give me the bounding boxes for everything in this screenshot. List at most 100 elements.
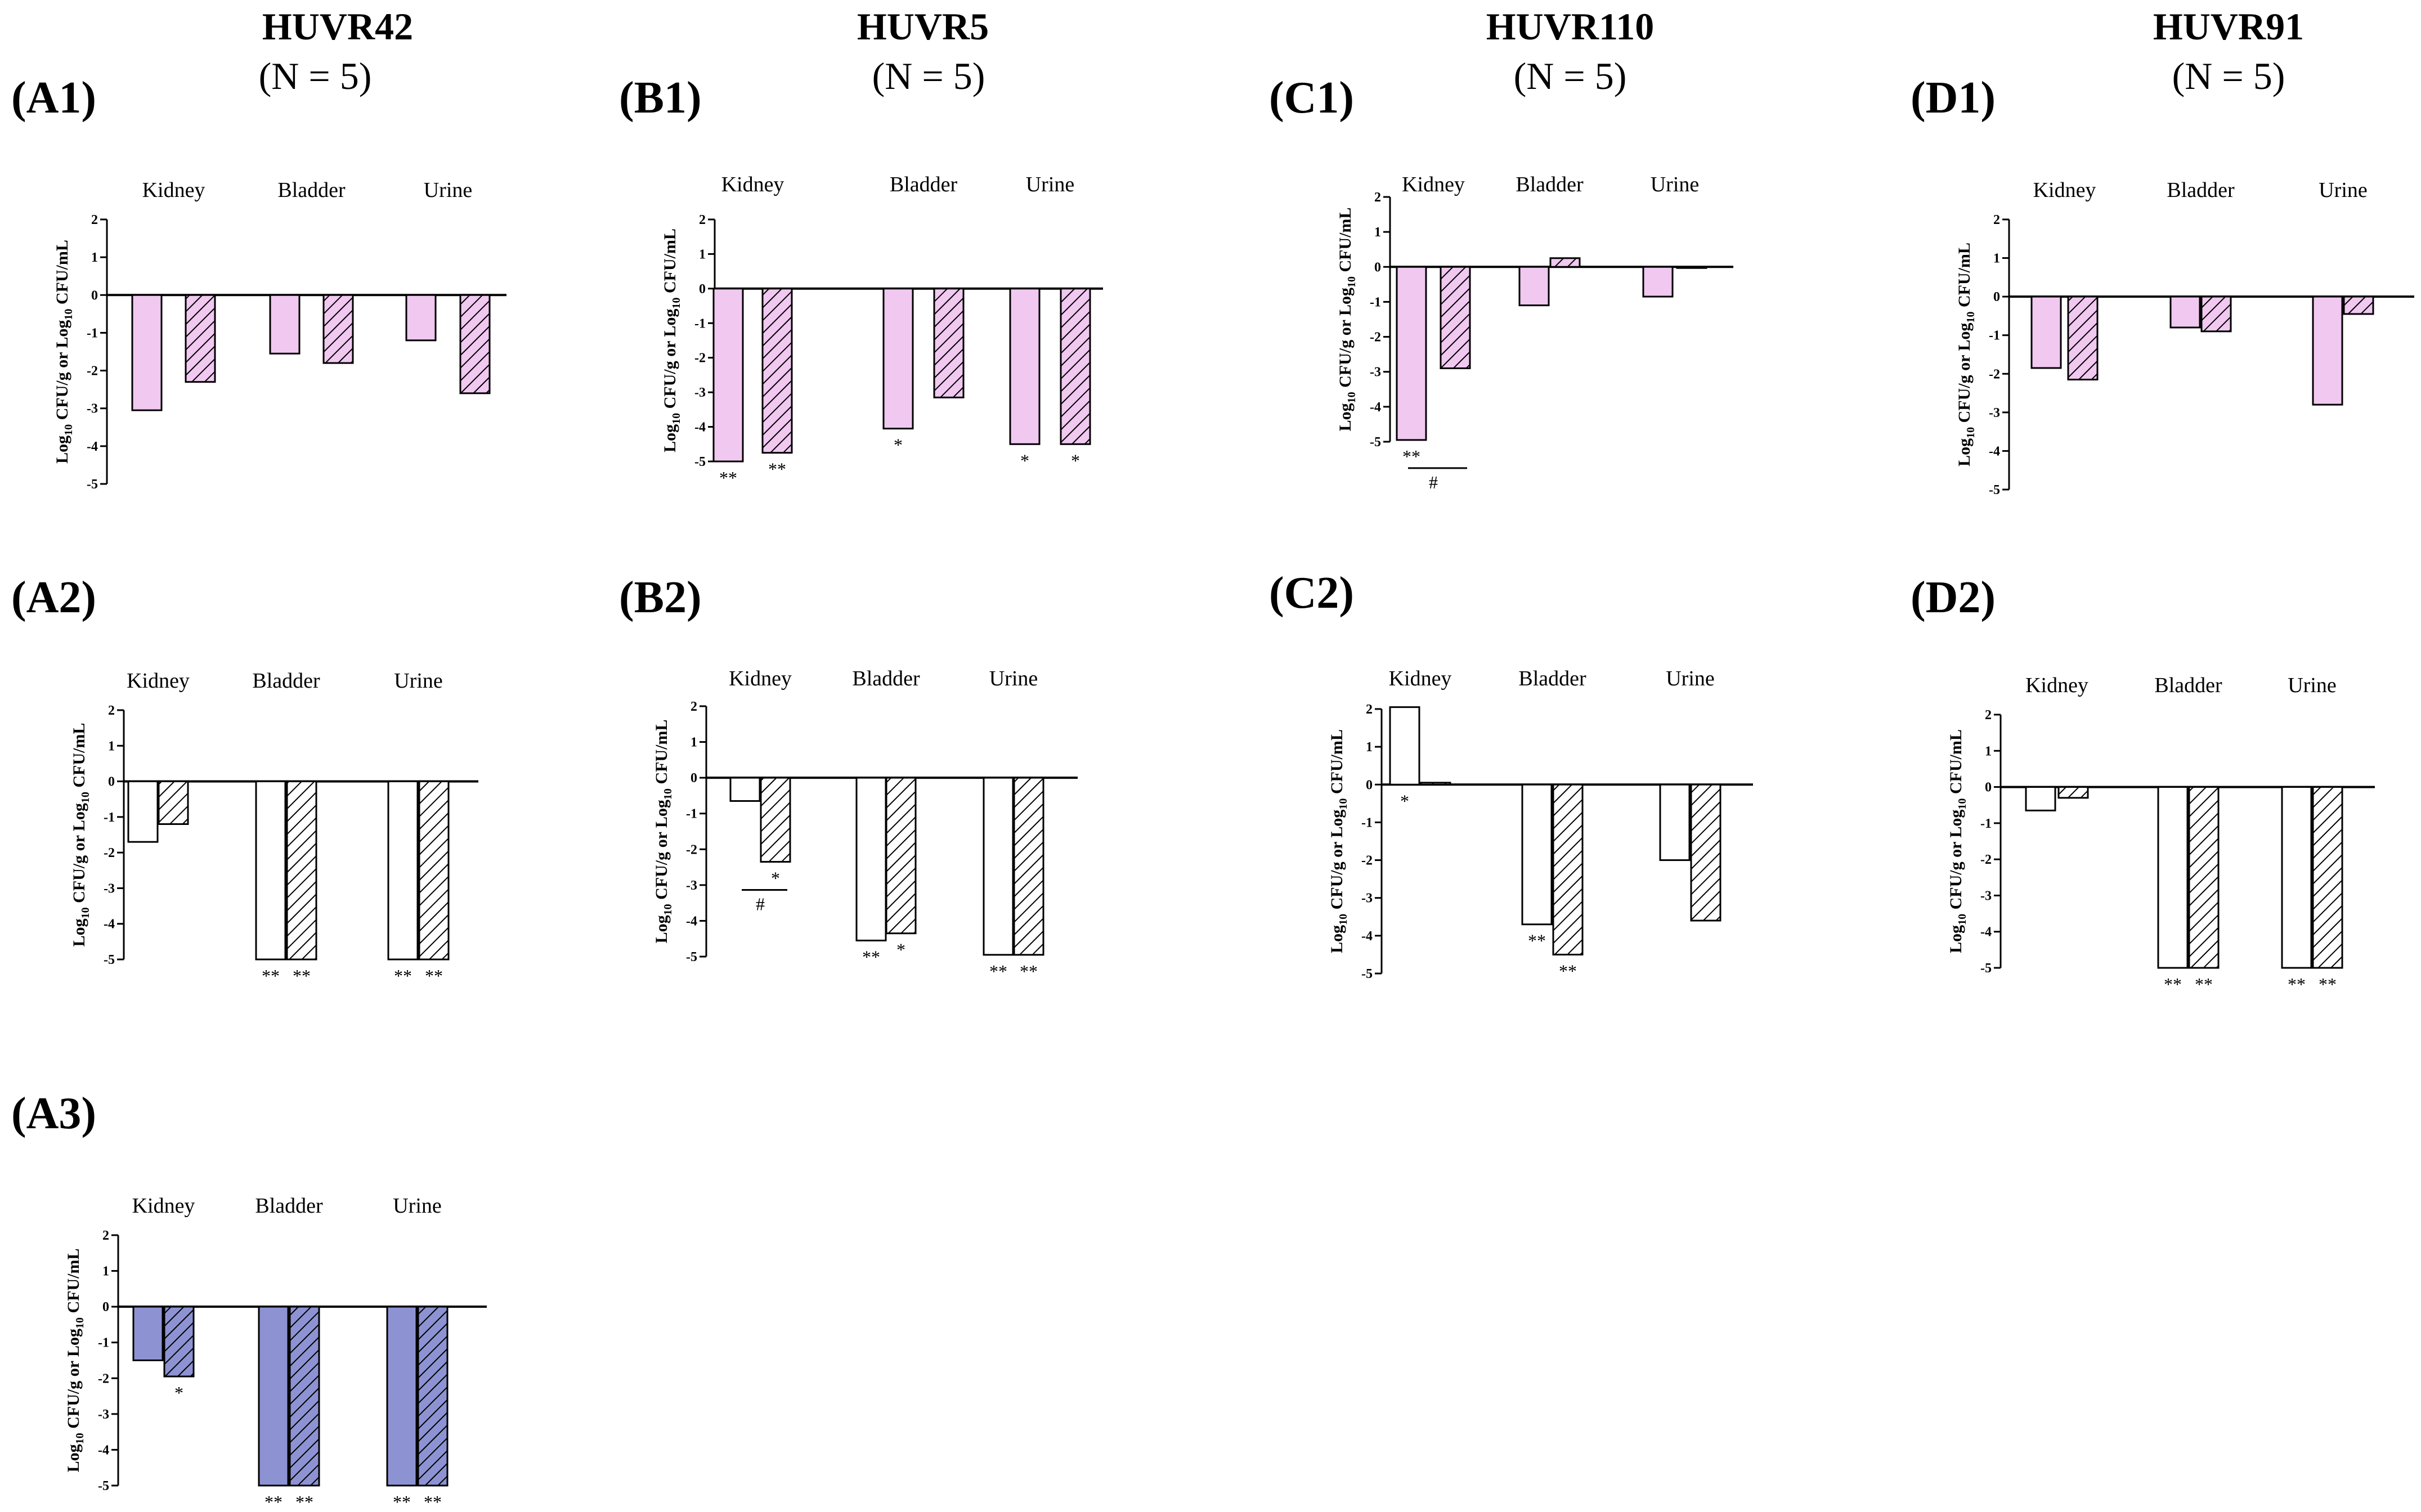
bar-urine-hatched bbox=[1676, 266, 1707, 269]
y-label-subscript: 10 bbox=[62, 309, 75, 320]
significance-marker: ** bbox=[1020, 961, 1038, 981]
y-tick-label: -1 bbox=[104, 810, 115, 825]
category-label: Urine bbox=[394, 669, 443, 693]
bar-urine-hatched bbox=[417, 1305, 449, 1487]
significance-marker: * bbox=[1400, 791, 1409, 811]
y-axis-label: Log10 CFU/g or Log10 CFU/mL bbox=[661, 228, 683, 452]
y-tick-label: -2 bbox=[87, 364, 98, 379]
y-axis-label: Log10 CFU/g or Log10 CFU/mL bbox=[1336, 208, 1358, 432]
bar-urine-hatched bbox=[2312, 786, 2343, 969]
y-label-text: Log bbox=[1955, 438, 1974, 466]
bar-kidney-hatched bbox=[158, 780, 189, 825]
y-label-text: Log bbox=[1336, 403, 1355, 431]
significance-marker: ** bbox=[264, 1492, 283, 1512]
y-tick-label: -3 bbox=[1361, 891, 1373, 906]
category-label: Kidney bbox=[1402, 173, 1465, 196]
y-tick-label: 1 bbox=[1374, 225, 1381, 240]
y-tick-label: -4 bbox=[1361, 929, 1373, 944]
y-label-text: CFU/mL bbox=[1336, 208, 1355, 277]
significance-marker: ** bbox=[862, 946, 880, 967]
y-tick-label: -4 bbox=[694, 420, 706, 435]
panel-label: (A2) bbox=[11, 573, 96, 622]
bar-kidney-hatched bbox=[2057, 786, 2089, 799]
bar-kidney-hatched bbox=[2067, 295, 2099, 381]
header-title: HUVR110 bbox=[1486, 5, 1654, 48]
y-tick-label: 1 bbox=[91, 250, 98, 265]
bar-bladder-hatched bbox=[885, 777, 917, 935]
y-axis-label: Log10 CFU/g or Log10 CFU/mL bbox=[652, 720, 674, 944]
y-tick-label: -2 bbox=[1980, 853, 1992, 867]
y-label-text: CFU/g or Log bbox=[1336, 288, 1355, 392]
y-label-text: CFU/mL bbox=[70, 723, 88, 792]
y-axis-label: Log10 CFU/g or Log10 CFU/mL bbox=[70, 723, 92, 947]
bar-bladder-solid bbox=[269, 294, 301, 355]
bar-bladder-solid bbox=[255, 780, 286, 961]
column-header-2: HUVR5 (N = 5) bbox=[857, 5, 989, 97]
bar-kidney-solid bbox=[2030, 295, 2062, 369]
y-axis-label: Log10 CFU/g or Log10 CFU/mL bbox=[1947, 729, 1969, 953]
y-tick-label: 1 bbox=[699, 247, 706, 262]
y-tick-label: -4 bbox=[98, 1443, 109, 1457]
bracket-symbol: # bbox=[1429, 472, 1438, 492]
category-label: Urine bbox=[1651, 173, 1700, 196]
y-label-subscript: 10 bbox=[1337, 914, 1350, 925]
y-tick-label: -4 bbox=[1980, 925, 1992, 940]
bar-bladder-hatched bbox=[322, 294, 354, 364]
y-tick-label: -1 bbox=[98, 1336, 109, 1351]
significance-marker: ** bbox=[394, 966, 412, 986]
bar-bladder-hatched bbox=[1552, 783, 1584, 955]
significance-marker: ** bbox=[2195, 974, 2213, 994]
header-n: (N = 5) bbox=[2172, 55, 2285, 97]
column-header-1: HUVR42 (N = 5) bbox=[259, 5, 413, 97]
panel-label: (C1) bbox=[1269, 73, 1354, 123]
y-tick-label: -4 bbox=[104, 917, 115, 932]
header-title: HUVR5 bbox=[857, 5, 989, 48]
bar-urine-solid bbox=[1009, 288, 1041, 445]
significance-marker: * bbox=[1071, 450, 1080, 470]
bar-urine-solid bbox=[386, 1305, 418, 1487]
y-label-text: CFU/g or Log bbox=[661, 309, 679, 413]
y-label-subscript: 10 bbox=[79, 792, 92, 803]
y-tick-label: 1 bbox=[1985, 744, 1992, 759]
bar-urine-solid bbox=[2312, 295, 2343, 406]
y-tick-label: 2 bbox=[1374, 190, 1381, 205]
y-label-subscript: 10 bbox=[662, 788, 674, 800]
y-label-text: Log bbox=[64, 1444, 83, 1472]
panel-label: (A1) bbox=[11, 73, 96, 123]
significance-marker: ** bbox=[989, 961, 1007, 981]
category-label: Urine bbox=[1026, 173, 1075, 196]
y-tick-label: -3 bbox=[1980, 889, 1992, 903]
bar-kidney-hatched bbox=[185, 294, 216, 383]
y-tick-label: -5 bbox=[1361, 967, 1373, 981]
y-axis-label: Log10 CFU/g or Log10 CFU/mL bbox=[64, 1249, 86, 1473]
y-tick-label: -5 bbox=[98, 1479, 109, 1493]
significance-marker: ** bbox=[262, 966, 280, 986]
y-tick-label: -1 bbox=[1989, 329, 2000, 343]
y-label-text: Log bbox=[1947, 925, 1965, 953]
significance-marker: * bbox=[174, 1383, 183, 1403]
y-label-subscript: 10 bbox=[670, 298, 683, 309]
y-tick-label: 0 bbox=[91, 288, 98, 303]
y-tick-label: -5 bbox=[694, 455, 706, 469]
y-label-subscript: 10 bbox=[1337, 798, 1350, 810]
y-tick-label: -5 bbox=[87, 477, 98, 492]
category-label: Bladder bbox=[2167, 178, 2235, 202]
bar-kidney-solid bbox=[131, 294, 163, 411]
y-tick-label: -5 bbox=[1370, 435, 1381, 450]
y-tick-label: -1 bbox=[1361, 815, 1373, 830]
category-label: Bladder bbox=[1518, 667, 1586, 690]
y-label-text: Log bbox=[53, 436, 71, 464]
bar-bladder-solid bbox=[258, 1305, 289, 1487]
bar-kidney-hatched bbox=[1420, 782, 1451, 786]
category-label: Bladder bbox=[890, 173, 958, 196]
y-label-subscript: 10 bbox=[74, 1433, 86, 1444]
y-label-text: CFU/mL bbox=[1947, 729, 1965, 798]
y-label-subscript: 10 bbox=[1965, 312, 1977, 323]
significance-marker: * bbox=[771, 868, 780, 889]
category-label: Kidney bbox=[729, 667, 792, 690]
y-label-text: Log bbox=[1328, 925, 1346, 953]
y-label-text: CFU/mL bbox=[652, 720, 671, 789]
y-tick-label: -1 bbox=[686, 807, 697, 822]
